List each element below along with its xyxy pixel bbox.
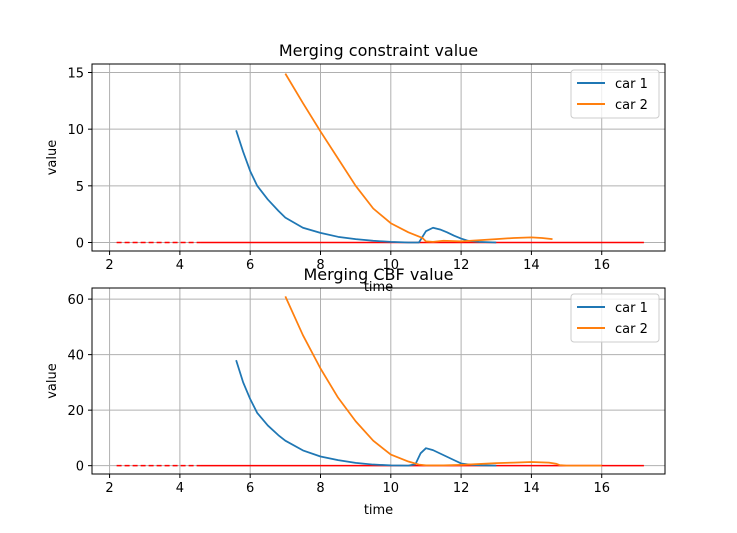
series-line-car-1 [235,359,497,467]
subplot-constraint: 2 4 6 8 10 12 14 16 0 5 10 15 Merging constraint va… [45,41,666,295]
x-tick-label: 2 [105,481,113,496]
y-axis-label: value [45,363,60,399]
y-tick-label: 0 [76,237,84,252]
x-tick-label: 8 [316,258,324,273]
chart-title: Merging CBF value [303,265,453,284]
y-tick-label: 0 [76,460,84,475]
x-tick-label: 12 [453,481,470,496]
x-tick-label: 16 [593,258,610,273]
series-lines [116,73,644,244]
legend-label-car-1: car 1 [615,77,648,92]
tick-marks: 2 4 6 8 10 12 14 16 0 20 40 60 [67,293,610,496]
x-axis-label: time [364,503,393,518]
legend-label-car-2: car 2 [615,322,648,337]
series-lines [116,295,644,467]
x-tick-label: 2 [105,258,113,273]
y-tick-label: 5 [76,180,84,195]
subplot-cbf: 2 4 6 8 10 12 14 16 0 20 40 60 time value car 1 car… [45,265,666,518]
chart-title: Merging constraint value [279,41,478,60]
x-tick-label: 16 [593,481,610,496]
x-tick-label: 6 [246,481,254,496]
series-line-car-1 [235,130,497,244]
y-axis-label: value [45,140,60,176]
series-line-car-2 [284,73,553,243]
x-tick-label: 8 [316,481,324,496]
y-tick-label: 40 [67,349,84,364]
legend: car 1 car 2 [570,293,660,343]
y-tick-label: 10 [67,123,84,138]
x-tick-label: 6 [246,258,254,273]
x-tick-label: 14 [523,258,540,273]
y-tick-label: 60 [67,293,84,308]
legend: car 1 car 2 [570,69,660,119]
x-tick-label: 4 [176,258,184,273]
x-tick-label: 10 [383,481,400,496]
x-tick-label: 14 [523,481,540,496]
x-tick-label: 12 [453,258,470,273]
axes-frame [91,63,666,252]
tick-marks: 2 4 6 8 10 12 14 16 0 5 10 15 [67,67,610,274]
x-tick-label: 10 [383,258,400,273]
legend-label-car-1: car 1 [615,301,648,316]
y-tick-label: 15 [67,67,84,82]
series-line-car-2 [284,295,602,467]
y-tick-label: 20 [67,404,84,419]
axes-frame [91,287,666,475]
x-tick-label: 4 [176,481,184,496]
legend-label-car-2: car 2 [615,98,648,113]
